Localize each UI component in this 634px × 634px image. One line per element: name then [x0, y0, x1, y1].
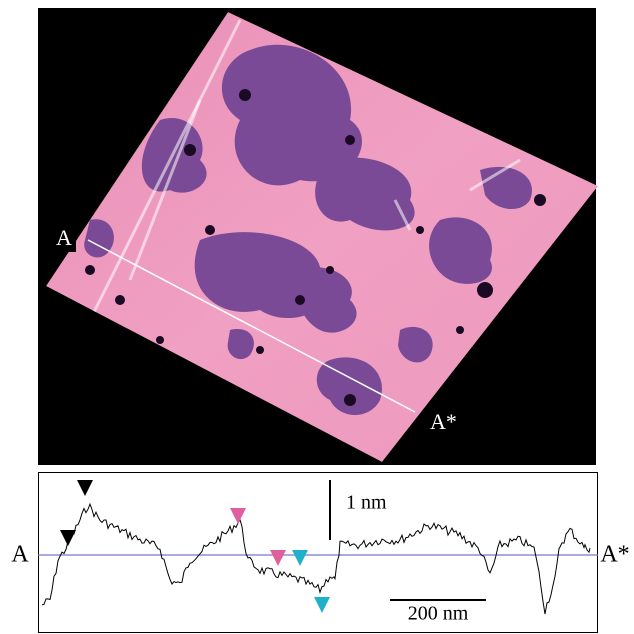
label-a-star: A* [430, 409, 457, 434]
figure: A A* A A* 1 nm 200 nm [0, 0, 634, 634]
length-scale-label: 200 nm [408, 603, 469, 625]
height-scale-label: 1 nm [346, 492, 387, 514]
profile-label-a-star: A* [600, 542, 629, 568]
label-a: A [56, 225, 72, 250]
profile-frame [39, 473, 598, 633]
profile-label-a: A [11, 542, 29, 568]
